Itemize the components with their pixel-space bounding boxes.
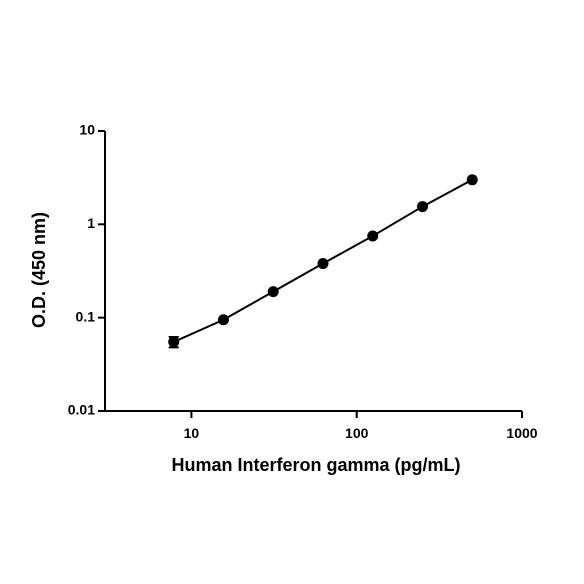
data-point xyxy=(217,314,229,326)
data-point xyxy=(168,336,180,348)
y-axis-title: O.D. (450 nm) xyxy=(29,212,49,328)
data-point xyxy=(367,230,379,242)
x-tick-label: 1000 xyxy=(506,425,537,441)
x-tick-label: 10 xyxy=(184,425,200,441)
x-tick-label: 100 xyxy=(345,425,369,441)
data-point xyxy=(416,201,428,213)
y-tick-label: 0.01 xyxy=(68,402,95,418)
data-point xyxy=(267,286,279,298)
y-tick-label: 0.1 xyxy=(76,308,96,324)
x-axis-title: Human Interferon gamma (pg/mL) xyxy=(171,455,460,475)
y-tick-label: 1 xyxy=(87,215,95,231)
data-point xyxy=(317,258,329,270)
y-tick-label: 10 xyxy=(79,122,95,138)
data-point xyxy=(466,174,478,186)
